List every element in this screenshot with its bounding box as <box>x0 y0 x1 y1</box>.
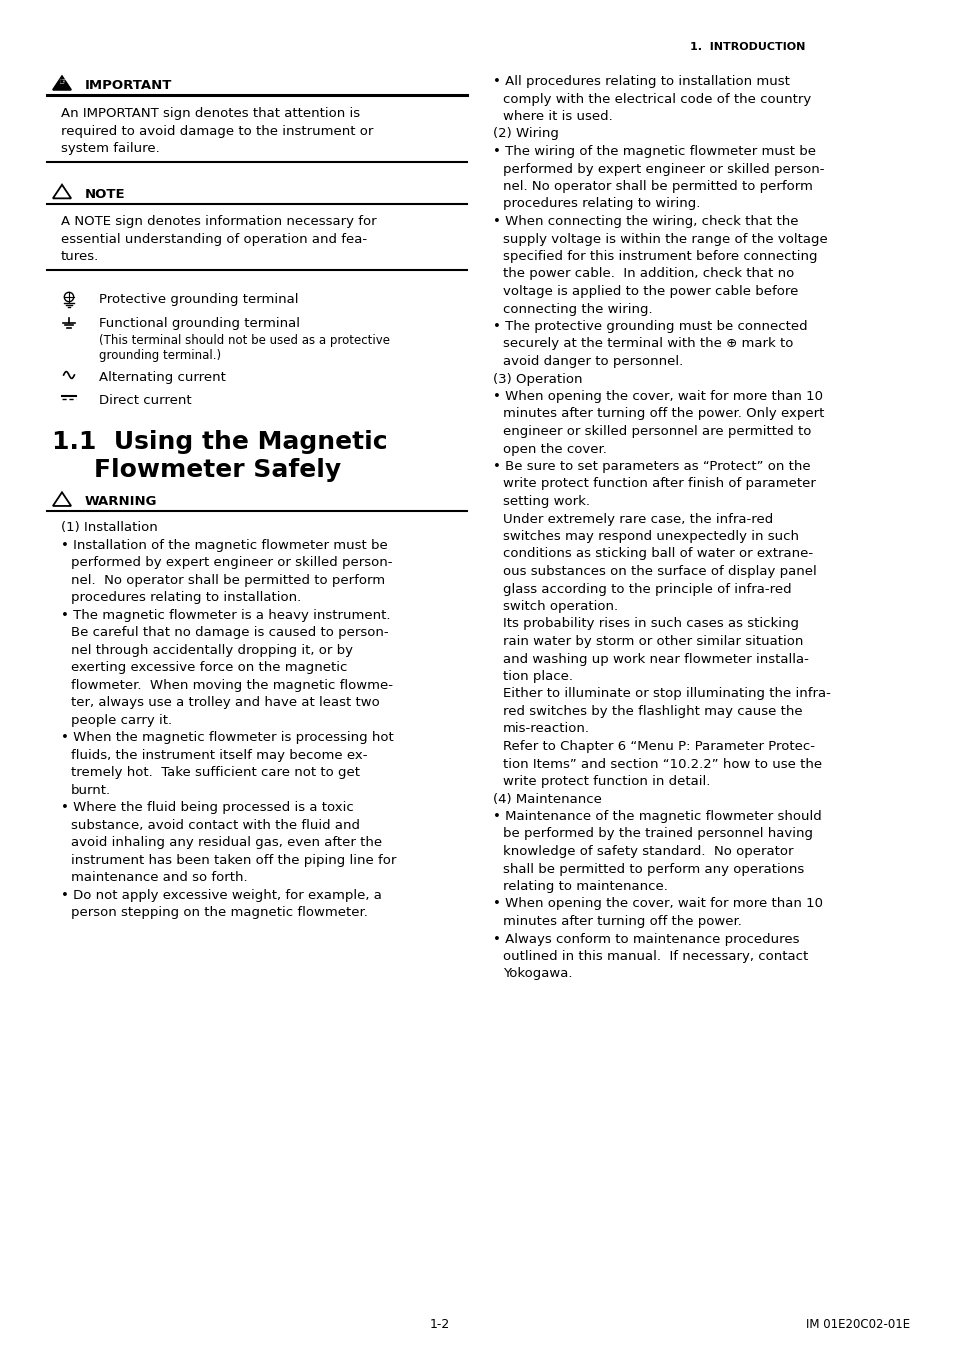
Text: • When the magnetic flowmeter is processing hot: • When the magnetic flowmeter is process… <box>61 731 394 744</box>
Text: • When connecting the wiring, check that the: • When connecting the wiring, check that… <box>493 215 798 228</box>
Text: tion place.: tion place. <box>502 670 573 684</box>
Text: (This terminal should not be used as a protective: (This terminal should not be used as a p… <box>99 334 390 347</box>
Text: where it is used.: where it is used. <box>502 109 612 123</box>
Text: tion Items” and section “10.2.2” how to use the: tion Items” and section “10.2.2” how to … <box>502 758 821 770</box>
Text: • When opening the cover, wait for more than 10: • When opening the cover, wait for more … <box>493 897 822 911</box>
Text: nel. No operator shall be permitted to perform: nel. No operator shall be permitted to p… <box>502 180 812 193</box>
Text: specified for this instrument before connecting: specified for this instrument before con… <box>502 250 817 263</box>
Text: nel through accidentally dropping it, or by: nel through accidentally dropping it, or… <box>71 643 353 657</box>
Text: relating to maintenance.: relating to maintenance. <box>502 880 667 893</box>
Text: be performed by the trained personnel having: be performed by the trained personnel ha… <box>502 828 812 840</box>
Text: performed by expert engineer or skilled person-: performed by expert engineer or skilled … <box>502 162 823 176</box>
Text: A NOTE sign denotes information necessary for: A NOTE sign denotes information necessar… <box>61 216 376 228</box>
Text: minutes after turning off the power. Only expert: minutes after turning off the power. Onl… <box>502 408 823 420</box>
Text: setting work.: setting work. <box>502 494 589 508</box>
Text: NOTE: NOTE <box>85 188 126 200</box>
Text: IMPORTANT: IMPORTANT <box>85 78 172 92</box>
Text: Direct current: Direct current <box>99 393 192 407</box>
Text: Either to illuminate or stop illuminating the infra-: Either to illuminate or stop illuminatin… <box>502 688 830 701</box>
Text: 1.  INTRODUCTION: 1. INTRODUCTION <box>689 42 804 51</box>
Text: maintenance and so forth.: maintenance and so forth. <box>71 871 248 884</box>
Text: (4) Maintenance: (4) Maintenance <box>493 793 601 805</box>
Text: exerting excessive force on the magnetic: exerting excessive force on the magnetic <box>71 661 347 674</box>
Text: avoid danger to personnel.: avoid danger to personnel. <box>502 355 682 367</box>
Text: • Always conform to maintenance procedures: • Always conform to maintenance procedur… <box>493 932 799 946</box>
Text: switch operation.: switch operation. <box>502 600 618 613</box>
Text: write protect function in detail.: write protect function in detail. <box>502 775 710 788</box>
Text: avoid inhaling any residual gas, even after the: avoid inhaling any residual gas, even af… <box>71 836 382 848</box>
Text: (2) Wiring: (2) Wiring <box>493 127 558 141</box>
Text: • The wiring of the magnetic flowmeter must be: • The wiring of the magnetic flowmeter m… <box>493 145 815 158</box>
Text: Its probability rises in such cases as sticking: Its probability rises in such cases as s… <box>502 617 799 631</box>
Text: procedures relating to installation.: procedures relating to installation. <box>71 592 301 604</box>
Text: (1) Installation: (1) Installation <box>61 521 157 534</box>
Text: instrument has been taken off the piping line for: instrument has been taken off the piping… <box>71 854 395 866</box>
Text: the power cable.  In addition, check that no: the power cable. In addition, check that… <box>502 267 794 281</box>
Text: shall be permitted to perform any operations: shall be permitted to perform any operat… <box>502 862 803 875</box>
Text: Alternating current: Alternating current <box>99 372 226 384</box>
Text: An IMPORTANT sign denotes that attention is: An IMPORTANT sign denotes that attention… <box>61 107 359 120</box>
Text: • Installation of the magnetic flowmeter must be: • Installation of the magnetic flowmeter… <box>61 539 387 551</box>
Text: • When opening the cover, wait for more than 10: • When opening the cover, wait for more … <box>493 390 822 403</box>
Text: rain water by storm or other similar situation: rain water by storm or other similar sit… <box>502 635 802 648</box>
Text: essential understanding of operation and fea-: essential understanding of operation and… <box>61 232 367 246</box>
Text: tures.: tures. <box>61 250 99 263</box>
Text: 1.1  Using the Magnetic: 1.1 Using the Magnetic <box>52 430 387 454</box>
Text: procedures relating to wiring.: procedures relating to wiring. <box>502 197 700 211</box>
Text: IM 01E20C02-01E: IM 01E20C02-01E <box>805 1319 909 1331</box>
Text: 1-2: 1-2 <box>430 1319 450 1331</box>
Text: ☞: ☞ <box>58 77 67 86</box>
Text: person stepping on the magnetic flowmeter.: person stepping on the magnetic flowmete… <box>71 907 368 919</box>
Text: • Where the fluid being processed is a toxic: • Where the fluid being processed is a t… <box>61 801 354 815</box>
Text: required to avoid damage to the instrument or: required to avoid damage to the instrume… <box>61 124 373 138</box>
Text: connecting the wiring.: connecting the wiring. <box>502 303 652 316</box>
Text: ter, always use a trolley and have at least two: ter, always use a trolley and have at le… <box>71 696 379 709</box>
Text: • All procedures relating to installation must: • All procedures relating to installatio… <box>493 76 789 88</box>
Text: write protect function after finish of parameter: write protect function after finish of p… <box>502 477 815 490</box>
Text: substance, avoid contact with the fluid and: substance, avoid contact with the fluid … <box>71 819 359 832</box>
Text: open the cover.: open the cover. <box>502 443 606 455</box>
Text: supply voltage is within the range of the voltage: supply voltage is within the range of th… <box>502 232 827 246</box>
Text: glass according to the principle of infra-red: glass according to the principle of infr… <box>502 582 791 596</box>
Text: • The magnetic flowmeter is a heavy instrument.: • The magnetic flowmeter is a heavy inst… <box>61 608 390 621</box>
Text: mis-reaction.: mis-reaction. <box>502 723 589 735</box>
Text: Under extremely rare case, the infra-red: Under extremely rare case, the infra-red <box>502 512 773 526</box>
Text: tremely hot.  Take sufficient care not to get: tremely hot. Take sufficient care not to… <box>71 766 359 780</box>
Text: securely at the terminal with the ⊕ mark to: securely at the terminal with the ⊕ mark… <box>502 338 793 350</box>
Text: comply with the electrical code of the country: comply with the electrical code of the c… <box>502 92 810 105</box>
Text: Functional grounding terminal: Functional grounding terminal <box>99 316 299 330</box>
Text: voltage is applied to the power cable before: voltage is applied to the power cable be… <box>502 285 798 299</box>
Text: and washing up work near flowmeter installa-: and washing up work near flowmeter insta… <box>502 653 808 666</box>
Text: switches may respond unexpectedly in such: switches may respond unexpectedly in suc… <box>502 530 799 543</box>
Text: • Do not apply excessive weight, for example, a: • Do not apply excessive weight, for exa… <box>61 889 381 901</box>
Text: Protective grounding terminal: Protective grounding terminal <box>99 293 298 305</box>
Text: nel.  No operator shall be permitted to perform: nel. No operator shall be permitted to p… <box>71 574 385 586</box>
Text: WARNING: WARNING <box>85 494 157 508</box>
Text: outlined in this manual.  If necessary, contact: outlined in this manual. If necessary, c… <box>502 950 807 963</box>
Text: Yokogawa.: Yokogawa. <box>502 967 572 981</box>
Polygon shape <box>52 185 71 199</box>
Text: performed by expert engineer or skilled person-: performed by expert engineer or skilled … <box>71 557 392 569</box>
Text: • Be sure to set parameters as “Protect” on the: • Be sure to set parameters as “Protect”… <box>493 459 810 473</box>
Text: • Maintenance of the magnetic flowmeter should: • Maintenance of the magnetic flowmeter … <box>493 811 821 823</box>
Text: (3) Operation: (3) Operation <box>493 373 582 385</box>
Text: • The protective grounding must be connected: • The protective grounding must be conne… <box>493 320 807 332</box>
Polygon shape <box>52 492 71 507</box>
Text: people carry it.: people carry it. <box>71 713 172 727</box>
Text: flowmeter.  When moving the magnetic flowme-: flowmeter. When moving the magnetic flow… <box>71 678 393 692</box>
Text: knowledge of safety standard.  No operator: knowledge of safety standard. No operato… <box>502 844 793 858</box>
Text: minutes after turning off the power.: minutes after turning off the power. <box>502 915 741 928</box>
Text: conditions as sticking ball of water or extrane-: conditions as sticking ball of water or … <box>502 547 812 561</box>
Polygon shape <box>52 76 71 91</box>
Text: burnt.: burnt. <box>71 784 111 797</box>
Text: red switches by the flashlight may cause the: red switches by the flashlight may cause… <box>502 705 801 717</box>
Text: Refer to Chapter 6 “Menu P: Parameter Protec-: Refer to Chapter 6 “Menu P: Parameter Pr… <box>502 740 814 753</box>
Text: system failure.: system failure. <box>61 142 159 155</box>
Text: grounding terminal.): grounding terminal.) <box>99 350 221 362</box>
Text: Be careful that no damage is caused to person-: Be careful that no damage is caused to p… <box>71 626 388 639</box>
Text: ous substances on the surface of display panel: ous substances on the surface of display… <box>502 565 816 578</box>
Text: fluids, the instrument itself may become ex-: fluids, the instrument itself may become… <box>71 748 367 762</box>
Text: engineer or skilled personnel are permitted to: engineer or skilled personnel are permit… <box>502 426 810 438</box>
Text: Flowmeter Safely: Flowmeter Safely <box>94 458 341 482</box>
